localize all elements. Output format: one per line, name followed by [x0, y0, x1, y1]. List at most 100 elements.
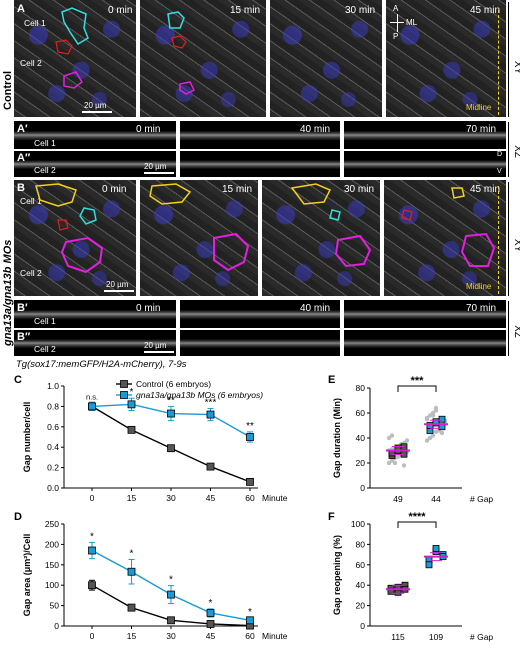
y-tick-label: 20	[356, 458, 366, 468]
panel-b-45	[384, 180, 506, 296]
panel-b2-40	[180, 330, 340, 356]
side-label-xz: XZ	[511, 325, 520, 338]
panel-label-b2: B″	[17, 331, 31, 343]
scale-bar	[82, 111, 112, 113]
y-axis-label: Gap duration (Min)	[332, 398, 342, 478]
data-point	[88, 402, 96, 411]
side-label-xy: XY	[512, 60, 520, 75]
significance-label: n.s.	[86, 392, 98, 401]
significance-label: *	[90, 531, 94, 542]
significance-label: ***	[411, 375, 425, 387]
data-point	[167, 444, 175, 453]
side-rule-a2	[508, 122, 509, 177]
y-tick-label: 200	[45, 539, 59, 549]
gap-point	[395, 454, 401, 459]
count-label: # Gap	[470, 632, 493, 642]
time-label: 45 min	[470, 5, 501, 16]
scale-bar-label: 20 µm	[106, 280, 129, 289]
y-tick-label: 0	[360, 483, 365, 493]
panel-b-15	[140, 180, 258, 296]
cell-2-label: Cell 2	[34, 344, 56, 354]
x-axis-label: Minute	[262, 493, 288, 503]
side-rule-b2	[508, 301, 509, 356]
scale-bar	[144, 351, 174, 353]
significance-label: ****	[408, 511, 426, 523]
panel-a-45	[386, 0, 506, 117]
gap-point	[401, 463, 407, 468]
midline-label: Midline	[466, 282, 492, 291]
cell-2-label: Cell 2	[20, 58, 42, 68]
cell-1-label: Cell 1	[24, 18, 46, 28]
time-label: 30 min	[344, 184, 375, 195]
y-tick-label: 250	[45, 519, 59, 529]
y-tick-label: 60	[356, 408, 366, 418]
cell-1-label: Cell 1	[20, 196, 42, 206]
panel-b1-40	[180, 300, 340, 328]
panel-a2-40	[180, 151, 340, 177]
y-tick-label: 0.4	[47, 442, 59, 452]
x-tick-label: 30	[166, 493, 176, 503]
x-tick-label: 115	[391, 632, 405, 642]
time-label: 30 min	[345, 5, 376, 16]
row-b-outlines	[35, 183, 496, 274]
chart-label-d: D	[14, 511, 22, 523]
x-tick-label: 0	[90, 631, 95, 641]
time-label: 0 min	[102, 184, 127, 195]
x-tick-label: 15	[127, 631, 137, 641]
chart-c: 0.0 0.2 0.4 0.6 0.8 1.0 0 15 30 45 60 Minute Gap num…	[22, 379, 288, 503]
y-tick-label: 40	[356, 580, 366, 590]
time-label: 0 min	[108, 5, 133, 16]
chart-f: 0 20 40 60 80 100 Gap reopening (%) 115 109 # Gap…	[332, 511, 493, 642]
x-tick-label: 0	[90, 493, 95, 503]
data-point	[206, 609, 215, 617]
embryo-point	[432, 545, 440, 552]
chart-d: 0 50 100 150 200 250 0 15 30 45 60 Minute Gap area (…	[22, 519, 288, 641]
panel-b-0	[14, 180, 136, 296]
y-tick-label: 150	[45, 560, 59, 570]
significance-label: *	[130, 387, 134, 398]
y-tick-label: 100	[45, 580, 59, 590]
y-tick-label: 60	[356, 560, 366, 570]
scale-bar-label: 20 µm	[84, 101, 107, 110]
panel-a-15	[140, 0, 266, 117]
x-tick-label: 15	[127, 493, 137, 503]
axis-v: V	[497, 168, 502, 175]
x-tick-label: 60	[245, 631, 255, 641]
y-tick-label: 0	[360, 621, 365, 631]
embryo-point	[438, 415, 446, 423]
axis-a: A	[393, 4, 399, 13]
panel-a-30	[270, 0, 382, 117]
significance-label: *	[169, 575, 173, 586]
time-label: 0 min	[136, 303, 161, 314]
data-point	[127, 603, 136, 612]
cell-1-label: Cell 1	[34, 138, 56, 148]
side-label-xz: XZ	[511, 145, 520, 158]
y-axis-label: Gap area (μm²)/Cell	[22, 534, 32, 617]
significance-bracket	[397, 521, 437, 528]
row-label-mo: gna13a/gna13b MOs	[2, 239, 14, 346]
cell-1-label: Cell 1	[34, 316, 56, 326]
scale-bar-label: 20 µm	[144, 162, 167, 171]
side-rule-b	[508, 182, 509, 296]
significance-label: *	[209, 598, 213, 609]
panel-label-b: B	[17, 182, 25, 194]
axis-ml: ML	[406, 18, 418, 27]
data-point	[88, 581, 96, 590]
figure-caption: Tg(sox17:memGFP/H2A-mCherry), 7-9s	[16, 359, 187, 370]
time-label: 15 min	[222, 184, 253, 195]
data-point	[206, 410, 215, 419]
y-tick-label: 0	[54, 621, 59, 631]
significance-label: **	[246, 421, 254, 432]
count-label: # Gap	[470, 494, 493, 504]
cell-2-label: Cell 2	[34, 165, 56, 175]
data-point	[127, 425, 136, 434]
time-label: 70 min	[466, 303, 497, 314]
legend-marker	[120, 391, 128, 399]
midline-line	[498, 186, 499, 294]
y-tick-label: 0.0	[47, 483, 59, 493]
x-tick-label: 109	[429, 632, 443, 642]
x-tick-label: 45	[206, 493, 216, 503]
chart-label-f: F	[328, 511, 335, 523]
panel-a1-40	[180, 121, 340, 149]
gap-point	[389, 433, 395, 438]
